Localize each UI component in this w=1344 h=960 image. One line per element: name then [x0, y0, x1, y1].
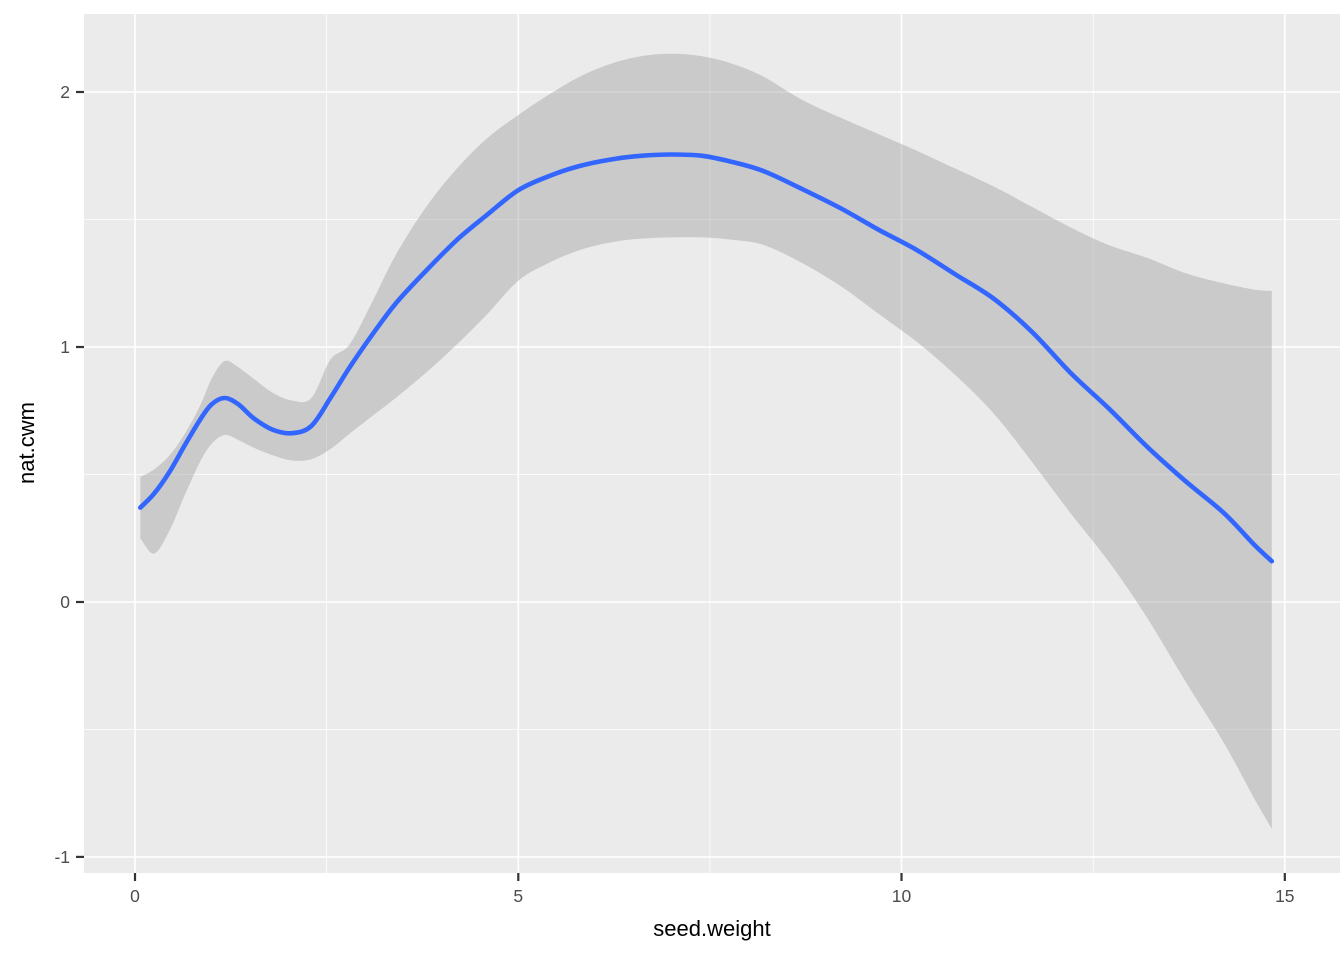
- y-axis-title: nat.cwm: [14, 402, 39, 484]
- y-tick-label: 1: [60, 337, 70, 357]
- y-tick-label: 2: [60, 82, 70, 102]
- smooth-line: [138, 152, 1275, 564]
- y-tick-label: -1: [54, 847, 70, 867]
- y-tick-label: 0: [60, 592, 70, 612]
- x-axis-title: seed.weight: [653, 916, 771, 941]
- confidence-ribbon: [140, 53, 1272, 829]
- x-tick-label: 10: [892, 886, 912, 906]
- x-tick-label: 0: [130, 886, 140, 906]
- x-tick-label: 15: [1275, 886, 1294, 906]
- x-tick-label: 5: [513, 886, 523, 906]
